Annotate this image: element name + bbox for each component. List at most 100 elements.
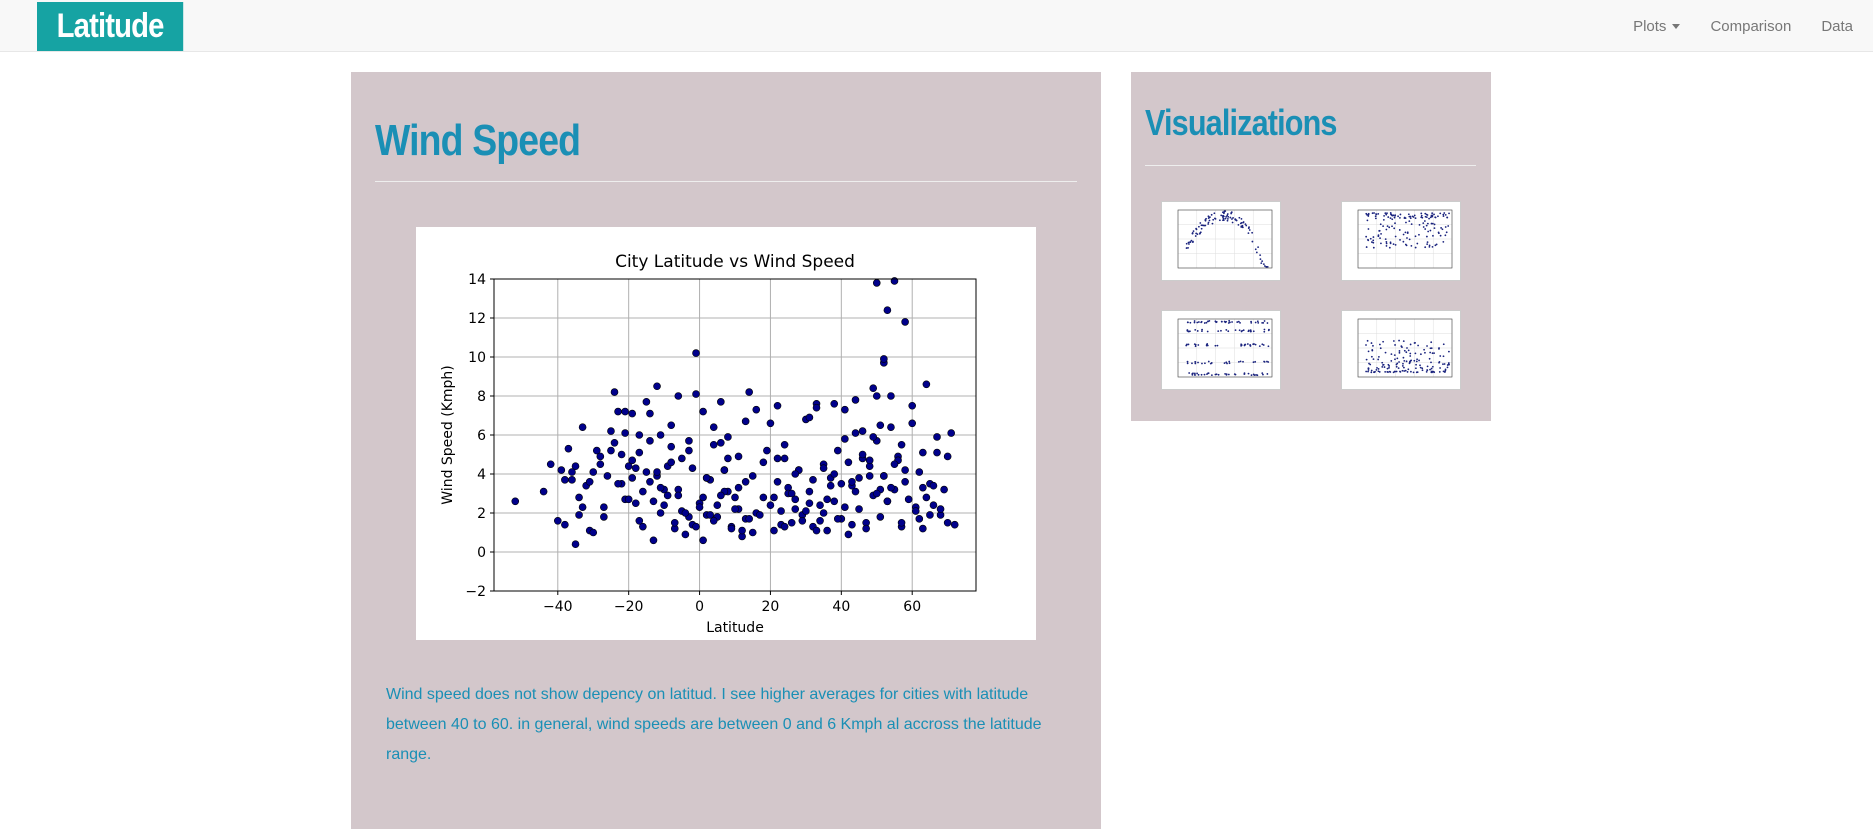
thumb-point [1188,372,1191,374]
thumb-point [1197,321,1200,323]
thumb-point [1223,362,1226,365]
data-point [929,481,938,490]
data-point [919,483,927,492]
thumb-point [1416,358,1418,361]
thumb-point [1372,236,1375,238]
thumb-point [1433,213,1435,216]
data-point [848,520,856,529]
thumb-point [1237,360,1240,363]
data-point [855,505,863,513]
thumb-point [1241,226,1244,229]
data-point [787,489,796,498]
nav-plots-dropdown[interactable]: Plots [1633,18,1681,35]
thumb-point [1406,231,1409,234]
thumb-point [1250,321,1253,324]
y-tick-label: 6 [477,428,486,444]
thumb-point [1403,349,1406,352]
nav-data-link[interactable]: Data [1821,17,1853,35]
data-point [763,446,771,455]
thumbnail-temperature-plot[interactable] [1161,201,1281,281]
thumb-point [1442,215,1445,217]
nav-comparison-link[interactable]: Comparison [1710,17,1792,35]
thumb-point [1379,237,1381,240]
thumbnail-humidity-chart [1357,209,1453,269]
thumb-point [1401,369,1404,372]
data-point [642,468,651,476]
thumb-point [1399,216,1401,219]
thumb-point [1227,215,1230,218]
data-point [816,501,824,510]
thumb-point [1227,373,1230,376]
data-point [901,466,909,474]
data-point [770,493,778,502]
thumb-point [1365,370,1368,373]
thumb-point [1410,370,1412,373]
thumb-point [1438,348,1440,350]
thumbnail-wind-speed-plot[interactable] [1341,310,1461,390]
data-point [780,454,789,463]
data-point [635,516,644,525]
thumb-point [1388,366,1390,369]
thumb-point [1217,373,1220,376]
thumb-point [1238,216,1241,219]
data-point [855,474,863,482]
thumb-point [1228,362,1231,365]
data-point [837,479,846,488]
thumb-point [1187,241,1190,244]
thumb-point [1394,358,1396,361]
thumb-point [1218,219,1221,222]
thumb-point [1391,218,1394,221]
thumb-point [1371,212,1374,215]
data-point [791,505,800,513]
thumb-point [1204,219,1207,222]
x-tick-label: −40 [543,599,573,615]
thumb-point [1204,362,1206,365]
thumb-point [1431,222,1434,225]
thumb-point [1408,220,1411,223]
data-point [546,460,555,469]
data-point [770,526,778,535]
data-point [780,522,789,531]
thumb-point [1367,239,1370,242]
data-point [621,429,629,437]
thumbnail-cloudiness-plot[interactable] [1161,310,1281,390]
thumb-point [1186,329,1189,331]
data-point [724,433,732,441]
thumb-point [1410,244,1413,247]
thumb-point [1217,330,1220,333]
thumb-point [1396,357,1399,360]
thumb-point [1408,238,1411,241]
data-point [858,427,867,435]
data-point [823,495,831,504]
thumb-point [1207,223,1210,225]
thumb-point [1239,321,1241,324]
thumb-point [1444,226,1447,228]
data-point [844,530,853,539]
thumb-point [1194,328,1197,331]
thumb-point [1402,233,1405,236]
thumb-point [1424,215,1427,218]
thumb-point [1377,370,1380,373]
thumb-point [1191,232,1194,235]
thumb-point [1372,358,1375,361]
thumb-point [1394,235,1397,238]
thumb-point [1245,224,1248,227]
brand-logo[interactable]: Latitude [37,2,184,51]
thumb-point [1408,362,1411,365]
data-point [592,446,601,455]
data-point [880,355,888,363]
thumb-point [1372,344,1374,347]
y-tick-label: 10 [468,350,486,366]
plot-description: Wind speed does not show depency on lati… [386,686,1042,763]
thumb-point [1207,372,1209,375]
x-tick-label: 0 [695,599,704,615]
data-point [777,507,785,515]
thumb-point [1389,217,1392,220]
thumb-point [1429,347,1432,350]
thumbnail-humidity-plot[interactable] [1341,201,1461,281]
data-point [738,526,746,535]
visualizations-title: Visualizations [1145,102,1337,143]
thumb-point [1188,243,1190,245]
thumb-point [1434,244,1437,247]
thumb-point [1428,357,1431,360]
